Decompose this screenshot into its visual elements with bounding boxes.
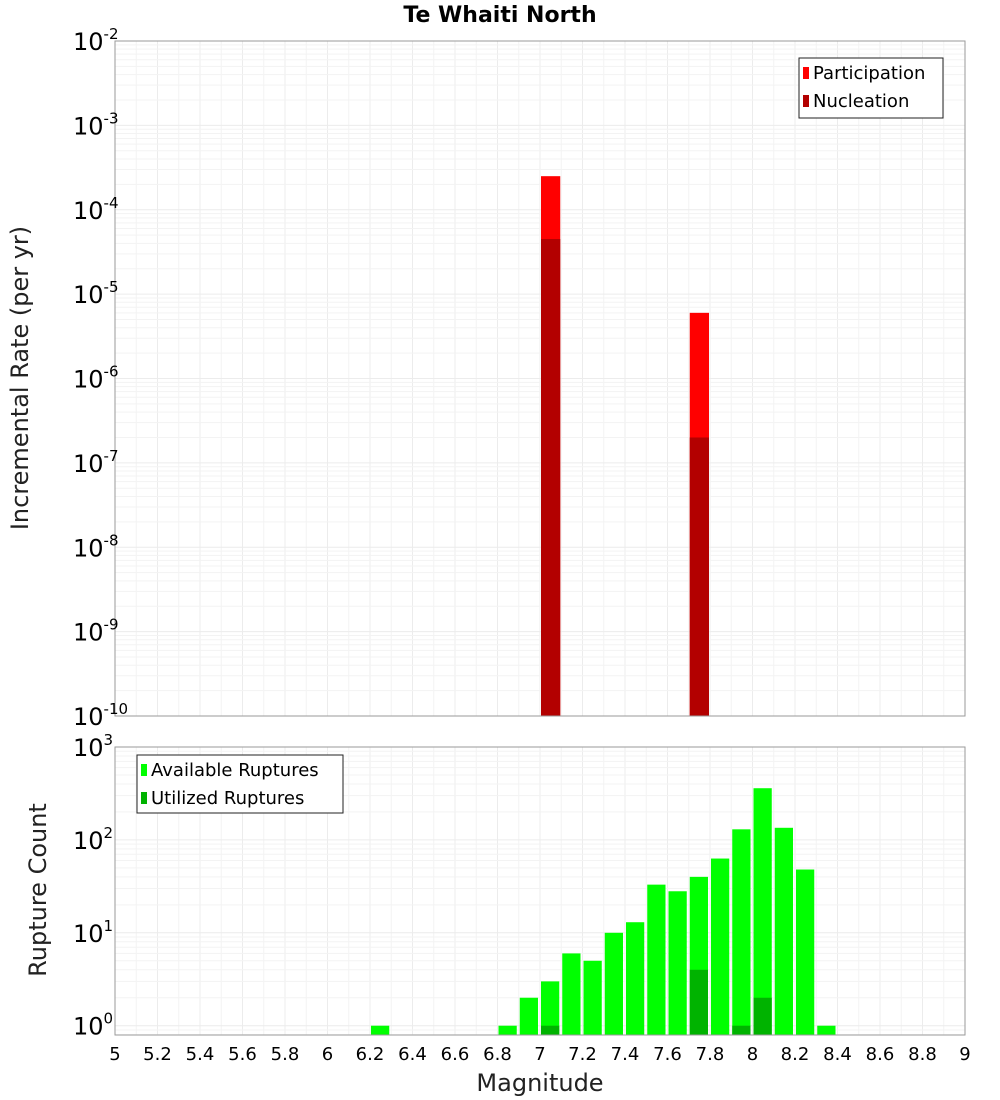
y-tick-label: 10-5 bbox=[73, 278, 119, 309]
bar bbox=[668, 891, 687, 1035]
x-tick-label: 7.2 bbox=[568, 1044, 597, 1065]
bar bbox=[626, 922, 645, 1035]
y-tick-label: 10-10 bbox=[73, 700, 128, 731]
bar bbox=[541, 981, 560, 1035]
x-axis-label: Magnitude bbox=[476, 1069, 603, 1097]
bar bbox=[774, 827, 793, 1035]
legend-swatch bbox=[141, 764, 147, 776]
x-tick-labels: 5 5.2 5.4 5.6 5.8 6 6.2 6.4 6.6 6.8 7 7.2 7.4 7.6 7.8 8… bbox=[109, 1044, 970, 1065]
x-tick-label: 8.2 bbox=[781, 1044, 810, 1065]
x-tick-label: 7 bbox=[534, 1044, 545, 1065]
count-panel: 103 102 101 100 Available Ruptures Utilized R… bbox=[73, 731, 966, 1041]
legend-label: Participation bbox=[813, 63, 925, 84]
bar bbox=[753, 997, 772, 1035]
y-tick-label: 101 bbox=[73, 917, 113, 948]
top-y-axis-label: Incremental Rate (per yr) bbox=[6, 226, 34, 530]
bar bbox=[519, 997, 538, 1035]
x-tick-label: 8.6 bbox=[866, 1044, 895, 1065]
x-tick-label: 5.8 bbox=[271, 1044, 300, 1065]
x-tick-label: 6.8 bbox=[483, 1044, 512, 1065]
bar bbox=[604, 932, 623, 1035]
x-tick-label: 7.4 bbox=[611, 1044, 640, 1065]
chart-title: Te Whaiti North bbox=[403, 3, 596, 28]
bar bbox=[732, 829, 751, 1035]
x-tick-label: 6 bbox=[322, 1044, 333, 1065]
bar bbox=[647, 884, 666, 1035]
legend-swatch bbox=[141, 792, 147, 804]
bottom-y-axis-label: Rupture Count bbox=[24, 803, 52, 977]
series-utilized-ruptures bbox=[541, 969, 772, 1035]
legend-box bbox=[136, 754, 344, 814]
y-tick-label: 10-3 bbox=[73, 109, 119, 140]
legend-swatch bbox=[803, 67, 809, 79]
bar bbox=[711, 858, 730, 1035]
bar bbox=[562, 953, 581, 1035]
plot-frame bbox=[114, 40, 966, 717]
bar bbox=[796, 869, 815, 1035]
legend: Participation Nucleation bbox=[798, 57, 944, 119]
series-nucleation bbox=[541, 239, 709, 716]
bar bbox=[583, 960, 602, 1035]
plot-frame bbox=[114, 746, 966, 1036]
x-tick-label: 8.8 bbox=[908, 1044, 937, 1065]
legend-label: Available Ruptures bbox=[151, 760, 319, 781]
bar bbox=[753, 788, 772, 1035]
y-tick-label: 102 bbox=[73, 824, 113, 855]
x-tick-label: 8 bbox=[747, 1044, 758, 1065]
bar bbox=[732, 1025, 751, 1035]
y-tick-label: 10-4 bbox=[73, 194, 119, 225]
y-tick-label: 10-7 bbox=[73, 447, 119, 478]
bar bbox=[541, 1025, 560, 1035]
bar bbox=[817, 1025, 836, 1035]
x-tick-label: 7.6 bbox=[653, 1044, 682, 1065]
legend-box bbox=[798, 57, 944, 119]
y-tick-label: 10-9 bbox=[73, 616, 119, 647]
x-tick-label: 9 bbox=[959, 1044, 970, 1065]
y-tick-label: 10-6 bbox=[73, 363, 119, 394]
grid bbox=[114, 40, 966, 717]
x-tick-label: 5.4 bbox=[186, 1044, 215, 1065]
x-tick-label: 6.4 bbox=[398, 1044, 427, 1065]
legend-swatch bbox=[803, 95, 809, 107]
x-tick-label: 8.4 bbox=[823, 1044, 852, 1065]
x-tick-label: 7.8 bbox=[696, 1044, 725, 1065]
bar bbox=[541, 239, 561, 716]
series-available-ruptures bbox=[371, 788, 836, 1035]
y-tick-label: 10-8 bbox=[73, 531, 119, 562]
bar bbox=[371, 1025, 390, 1035]
x-tick-label: 6.6 bbox=[441, 1044, 470, 1065]
x-tick-label: 6.2 bbox=[356, 1044, 385, 1065]
bar bbox=[689, 969, 708, 1035]
x-tick-label: 5 bbox=[109, 1044, 120, 1065]
legend-label: Nucleation bbox=[813, 91, 909, 112]
y-tick-label: 103 bbox=[73, 731, 113, 762]
x-tick-label: 5.6 bbox=[228, 1044, 257, 1065]
x-tick-label: 5.2 bbox=[143, 1044, 172, 1065]
legend: Available Ruptures Utilized Ruptures bbox=[136, 754, 344, 814]
legend-label: Utilized Ruptures bbox=[151, 788, 304, 809]
y-tick-label: 10-2 bbox=[73, 25, 119, 56]
bar bbox=[689, 437, 709, 716]
rate-panel: 10-2 10-3 10-4 10-5 10-6 10-7 10-8 10-9 10-10 Par… bbox=[73, 25, 966, 731]
y-tick-label: 100 bbox=[73, 1010, 113, 1041]
bar bbox=[498, 1025, 517, 1035]
